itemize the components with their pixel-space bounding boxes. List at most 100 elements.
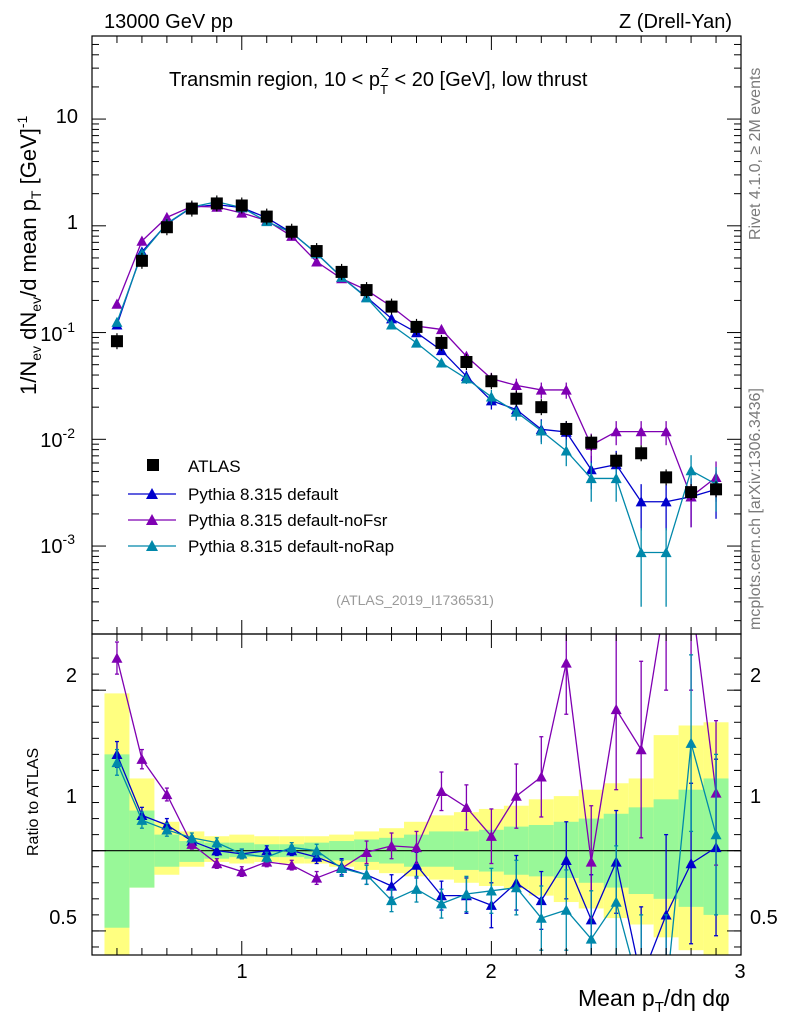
legend-marker-atlas bbox=[147, 459, 159, 471]
series-point bbox=[685, 465, 697, 476]
ratio-point bbox=[435, 898, 447, 909]
x-tick-label: 1 bbox=[236, 961, 247, 983]
ratio-point bbox=[311, 872, 323, 883]
series-point bbox=[460, 373, 472, 384]
axis-ticks bbox=[91, 35, 742, 955]
rivet-label: Rivet 4.1.0, ≥ 2M events bbox=[747, 68, 764, 240]
ratio-point bbox=[685, 858, 697, 869]
y-tick-label: 10-3 bbox=[40, 531, 75, 558]
ratio-axis-label: Ratio to ATLAS bbox=[25, 748, 42, 856]
plot-title: Transmin region, 10 < pTZ < 20 [GeV], lo… bbox=[169, 65, 588, 97]
ratio-point bbox=[136, 814, 148, 825]
y-tick-label: 10 bbox=[56, 106, 78, 128]
atlas-point bbox=[310, 245, 323, 258]
band-inner bbox=[179, 841, 205, 862]
atlas-point bbox=[110, 335, 123, 348]
ratio-point bbox=[236, 866, 248, 877]
ratio-tick-right: 2 bbox=[750, 665, 761, 687]
ratio-tick-right: 0.5 bbox=[750, 907, 778, 929]
band-inner bbox=[428, 831, 454, 867]
atlas-point bbox=[335, 265, 348, 278]
ratio-point bbox=[111, 652, 123, 663]
ratio-point bbox=[435, 785, 447, 796]
atlas-point bbox=[485, 375, 498, 388]
ratio-point bbox=[386, 880, 398, 891]
atlas-point bbox=[685, 486, 698, 499]
legend-marker-nofsr bbox=[146, 514, 158, 525]
energy-label: 13000 GeV pp bbox=[104, 11, 233, 33]
x-axis-label: Mean pT/dη dφ bbox=[578, 985, 730, 1016]
legend-marker-default bbox=[146, 488, 158, 499]
ratio-point bbox=[535, 912, 547, 923]
atlas-point bbox=[560, 422, 573, 435]
y-tick-label: 10-2 bbox=[40, 425, 75, 452]
atlas-point bbox=[585, 436, 598, 449]
y-axis-label: 1/Nev dNev/d mean pT [GeV]-1 bbox=[14, 115, 44, 395]
ratio-point bbox=[361, 846, 373, 857]
series-point bbox=[560, 384, 572, 395]
ratio-point bbox=[610, 703, 622, 715]
ratio-tick-left: 1 bbox=[66, 786, 77, 808]
atlas-point bbox=[285, 225, 298, 238]
series-point bbox=[585, 472, 597, 484]
series-point bbox=[660, 496, 672, 507]
ratio-point bbox=[286, 859, 298, 870]
y-tick-label: 10-1 bbox=[40, 319, 75, 346]
x-tick-labels: 1 2 3 bbox=[236, 961, 745, 983]
series-point bbox=[136, 235, 148, 246]
ratio-tick-left: 0.5 bbox=[49, 907, 77, 929]
series-point bbox=[411, 337, 422, 348]
series-point bbox=[560, 445, 572, 456]
series-line bbox=[116, 205, 717, 498]
atlas-point bbox=[660, 471, 673, 484]
series-point bbox=[610, 472, 622, 484]
ratio-point bbox=[186, 832, 198, 843]
series-point bbox=[535, 384, 547, 395]
legend: ATLAS Pythia 8.315 default Pythia 8.315 … bbox=[128, 457, 394, 556]
atlas-point bbox=[360, 284, 373, 297]
ratio-point bbox=[635, 744, 647, 755]
band-inner bbox=[104, 754, 130, 928]
ratio-point bbox=[460, 888, 472, 899]
atlas-point bbox=[435, 336, 448, 349]
analysis-watermark: (ATLAS_2019_I1736531) bbox=[336, 592, 494, 608]
ratio-point bbox=[211, 858, 223, 869]
series-point bbox=[660, 547, 672, 558]
ratio-point bbox=[236, 848, 248, 859]
atlas-point bbox=[460, 355, 473, 368]
mcplots-label: mcplots.cern.ch [arXiv:1306.3436] bbox=[747, 388, 764, 630]
process-label: Z (Drell-Yan) bbox=[619, 11, 732, 33]
series-point bbox=[610, 426, 622, 437]
ratio-point bbox=[535, 771, 547, 782]
ratio-point bbox=[510, 790, 522, 801]
ratio-point bbox=[211, 837, 223, 848]
series-point bbox=[311, 256, 323, 267]
ratio-point bbox=[161, 824, 173, 835]
ratio-point bbox=[411, 883, 422, 894]
ratio-point bbox=[361, 869, 373, 880]
series-point bbox=[510, 406, 522, 417]
series-point bbox=[485, 391, 497, 402]
legend-label-default: Pythia 8.315 default bbox=[188, 485, 339, 504]
main-series bbox=[110, 195, 723, 607]
series-point bbox=[435, 357, 447, 368]
ratio-point bbox=[686, 588, 697, 598]
atlas-point bbox=[510, 392, 523, 405]
x-tick-label: 2 bbox=[485, 961, 496, 983]
series-point bbox=[435, 323, 447, 335]
ratio-point bbox=[710, 829, 722, 840]
legend-label-norap: Pythia 8.315 default-noRap bbox=[188, 537, 394, 556]
ratio-tick-left: 2 bbox=[66, 665, 77, 687]
series-point bbox=[635, 496, 647, 507]
atlas-point bbox=[235, 199, 248, 212]
ratio-point bbox=[386, 894, 398, 906]
ratio-point bbox=[261, 845, 273, 856]
ratio-point bbox=[161, 789, 173, 800]
ratio-point bbox=[411, 859, 422, 870]
ratio-point bbox=[485, 885, 497, 896]
series-point bbox=[386, 319, 398, 330]
ratio-point bbox=[510, 882, 522, 893]
ratio-point bbox=[560, 904, 572, 915]
ratio-point bbox=[636, 974, 647, 984]
y-tick-label: 1 bbox=[67, 212, 78, 234]
